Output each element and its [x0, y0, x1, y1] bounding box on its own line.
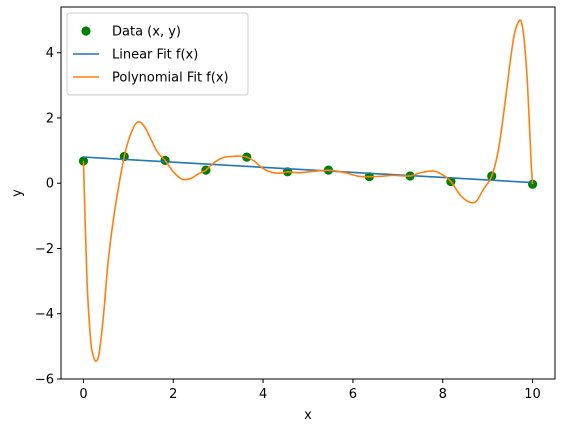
y-tick-label: −6 — [35, 373, 54, 388]
x-tick-label: 8 — [439, 387, 447, 402]
ticks-layer: 0 2 4 6 8 10 −6 −4 −2 0 2 4 — [35, 46, 541, 402]
x-axis-label: x — [304, 408, 312, 423]
x-tick-label: 4 — [259, 387, 267, 402]
legend: Data (x, y) Linear Fit f(x) Polynomial Fit… — [66, 12, 249, 96]
y-tick-label: −4 — [35, 307, 54, 322]
y-tick-label: 2 — [46, 111, 54, 126]
y-tick-label: 0 — [46, 177, 54, 192]
legend-marker-data — [81, 26, 91, 36]
legend-label: Polynomial Fit f(x) — [112, 71, 229, 86]
plot-frame — [60, 6, 556, 380]
x-tick-label: 10 — [524, 387, 541, 402]
y-axis-label: y — [10, 189, 25, 197]
x-tick-label: 0 — [79, 387, 87, 402]
y-tick-label: 4 — [46, 46, 54, 61]
series-layer — [78, 19, 538, 362]
legend-box — [66, 12, 249, 96]
x-tick-label: 6 — [349, 387, 357, 402]
linear-fit-line — [83, 156, 533, 184]
legend-label: Data (x, y) — [112, 25, 181, 40]
x-tick-label: 2 — [169, 387, 177, 402]
polynomial-fit-line — [82, 19, 534, 362]
legend-label: Linear Fit f(x) — [112, 48, 198, 63]
y-tick-label: −2 — [35, 242, 54, 257]
